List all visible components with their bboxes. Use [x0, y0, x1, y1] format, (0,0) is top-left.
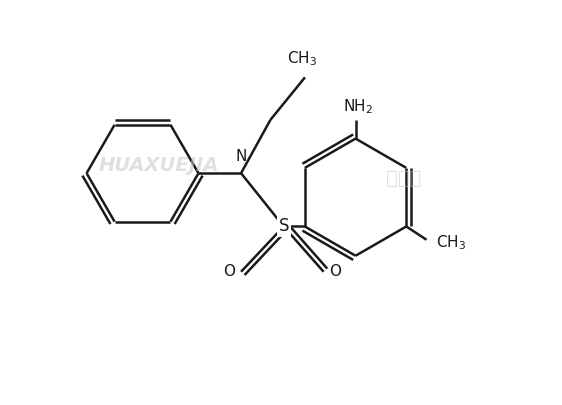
- Text: NH$_2$: NH$_2$: [343, 98, 373, 116]
- Text: O: O: [223, 264, 235, 279]
- Text: CH$_3$: CH$_3$: [436, 233, 466, 252]
- Text: 化学加: 化学加: [386, 169, 421, 188]
- Text: O: O: [329, 264, 341, 279]
- Text: HUAXUEJIA: HUAXUEJIA: [98, 156, 219, 175]
- Text: N: N: [235, 149, 247, 164]
- Text: S: S: [278, 217, 289, 235]
- Text: CH$_3$: CH$_3$: [287, 49, 318, 68]
